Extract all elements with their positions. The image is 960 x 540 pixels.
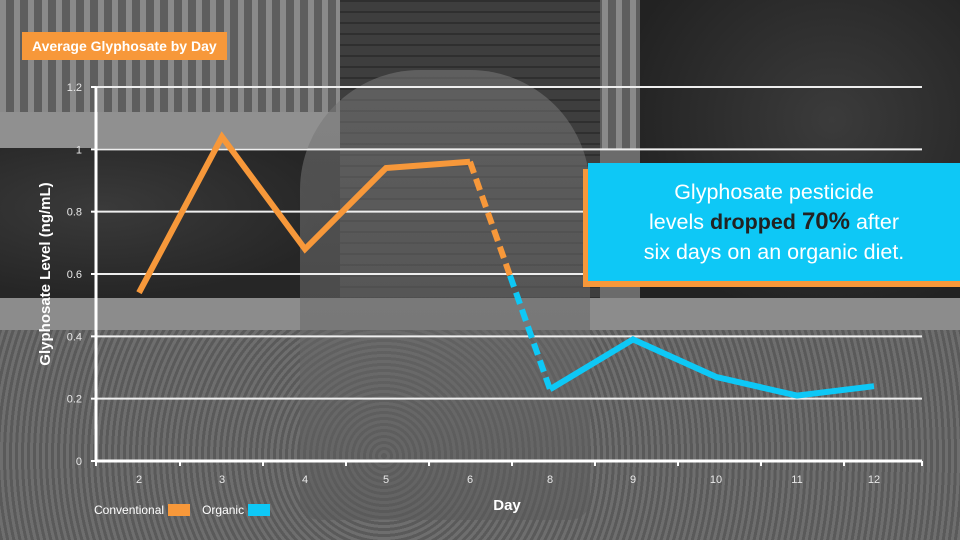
x-tick-label: 3: [219, 474, 225, 486]
x-tick-label: 12: [868, 474, 880, 486]
callout-line-3: six days on an organic diet.: [643, 240, 905, 264]
x-tick-label: 4: [302, 474, 308, 486]
callout-line-2: levels dropped 70% after: [649, 208, 899, 235]
transition-dashed-conventional: [467, 160, 513, 277]
callout-line-1: Glyphosate pesticide: [674, 180, 874, 204]
y-tick-label: 1: [76, 144, 82, 156]
x-tick-label: 10: [710, 474, 722, 486]
y-axis-title: Glyphosate Level (ng/mL): [37, 182, 54, 365]
x-axis-title: Day: [493, 497, 521, 514]
x-tick-label: 11: [791, 474, 802, 486]
y-tick-label: 0.4: [67, 331, 82, 343]
callout-bold-percent: 70%: [801, 208, 850, 235]
callout-box: Glyphosate pesticide levels dropped 70% …: [583, 163, 960, 287]
legend-organic-swatch: [248, 504, 271, 516]
y-tick-label: 0.8: [67, 207, 82, 219]
axes: [94, 87, 923, 466]
legend-organic-label: Organic: [202, 503, 245, 517]
legend-conventional-label: Conventional: [94, 503, 165, 517]
y-tick-label: 0.6: [67, 269, 82, 281]
x-tick-label: 2: [136, 474, 142, 486]
chart-title: Average Glyphosate by Day: [22, 32, 227, 60]
y-tick-label: 0: [76, 456, 82, 468]
y-tick-label: 0.2: [67, 394, 82, 406]
tick-labels: 0 0.2 0.4 0.6 0.8 1 1.2 2 3 4 5 6 8 9 10 11 12: [67, 82, 880, 486]
x-tick-label: 9: [630, 474, 636, 486]
callout-bold-dropped: dropped: [709, 210, 796, 234]
transition-dashed-organic: [507, 274, 553, 391]
x-tick-label: 5: [383, 474, 389, 486]
legend: Conventional Organic: [94, 503, 282, 517]
organic-line: [548, 336, 875, 399]
conventional-line: [136, 131, 471, 295]
y-tick-label: 1.2: [67, 82, 82, 94]
legend-conventional-swatch: [168, 504, 191, 516]
x-tick-label: 8: [547, 474, 553, 486]
x-tick-label: 6: [467, 474, 473, 486]
data-lines: [136, 131, 875, 399]
